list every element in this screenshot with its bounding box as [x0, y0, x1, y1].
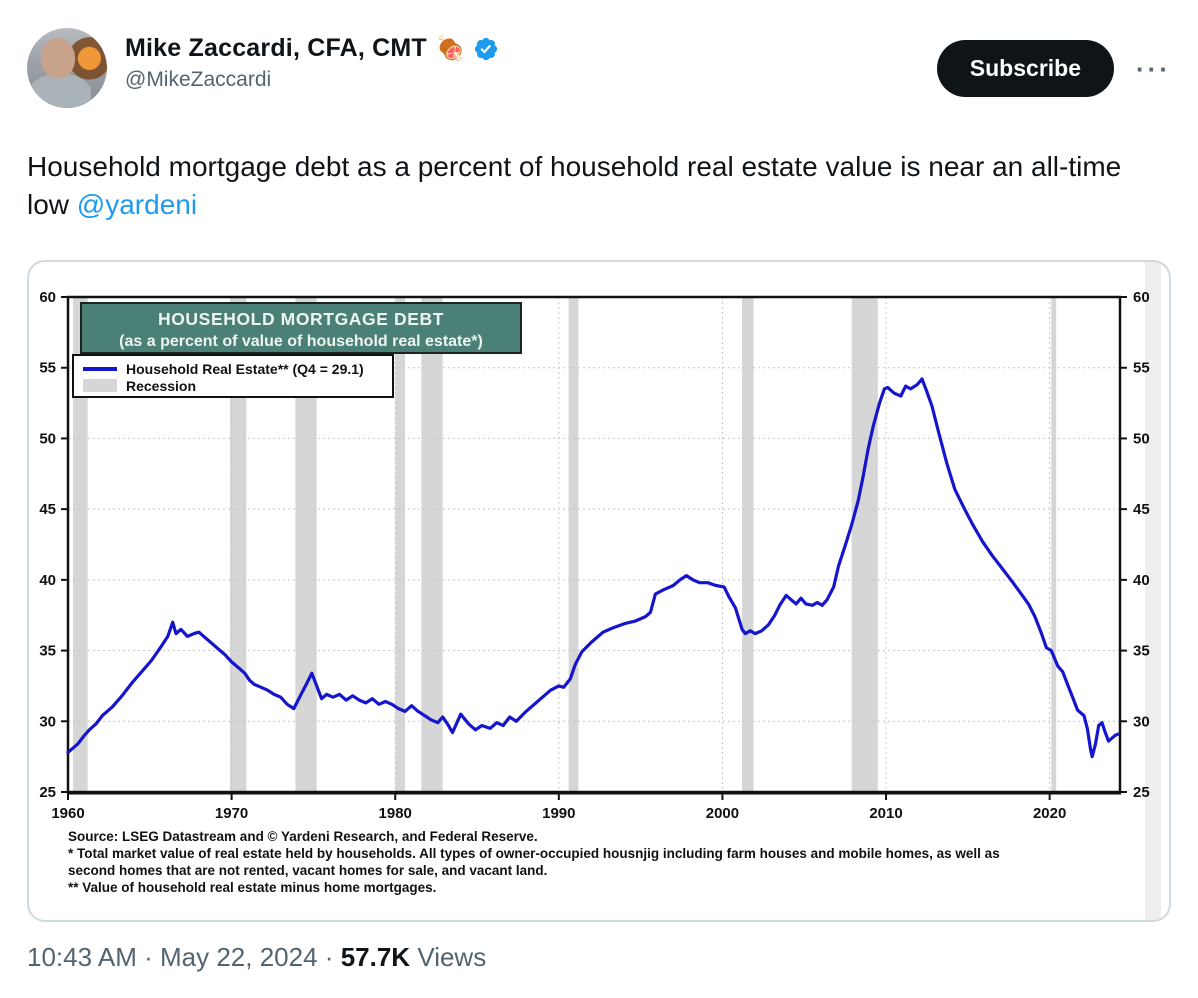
- y-axis-label-left: 25: [39, 784, 56, 801]
- tweet-header: Mike Zaccardi, CFA, CMT 🍖 @MikeZaccardi …: [27, 28, 1171, 108]
- y-axis-label-right: 55: [1133, 360, 1150, 377]
- x-axis-label: 1990: [542, 805, 575, 822]
- recession-band: [568, 297, 579, 792]
- x-axis-label: 1970: [215, 805, 248, 822]
- yardeni-mention-link[interactable]: @yardeni: [76, 189, 198, 220]
- legend-row-series: Household Real Estate** (Q4 = 29.1): [83, 360, 392, 377]
- tweet-text-body: Household mortgage debt as a percent of …: [27, 151, 1122, 220]
- x-axis-label: 1960: [51, 805, 84, 822]
- more-menu-icon[interactable]: ···: [1136, 53, 1171, 84]
- y-axis-label-right: 45: [1133, 501, 1150, 518]
- legend-recession-label: Recession: [126, 377, 197, 394]
- household-real-estate-line: [66, 377, 1121, 759]
- verified-badge-icon: [473, 36, 499, 62]
- legend-recession-swatch: [83, 379, 117, 392]
- y-axis-label-left: 30: [39, 713, 56, 730]
- chart-image-card[interactable]: 25 25 30 30 35 35 40 40 45 45 50 50 55 55 60 60 1960 1970…: [27, 260, 1171, 922]
- y-axis-label-right: 60: [1133, 289, 1150, 306]
- recession-band: [742, 297, 754, 792]
- mortgage-chart-svg: 25 25 30 30 35 35 40 40 45 45 50 50 55 55 60 60 1960 1970…: [39, 289, 1150, 822]
- chart-title: HOUSEHOLD MORTGAGE DEBT: [157, 309, 445, 329]
- legend-row-recession: Recession: [83, 377, 392, 394]
- x-axis-label: 2020: [1033, 805, 1066, 822]
- y-axis-label-left: 50: [39, 430, 56, 447]
- chart-source-block: Source: LSEG Datastream and © Yardeni Re…: [68, 828, 1148, 896]
- y-axis-label-left: 35: [39, 643, 56, 660]
- identity-block: Mike Zaccardi, CFA, CMT 🍖 @MikeZaccardi: [125, 28, 499, 92]
- y-axis-label-left: 45: [39, 501, 56, 518]
- footnote-line: second homes that are not rented, vacant…: [68, 863, 548, 878]
- post-time: 10:43 AM: [27, 942, 137, 972]
- y-axis-label-left: 60: [39, 289, 56, 306]
- views-label: Views: [417, 942, 487, 972]
- y-axis-label-left: 40: [39, 572, 56, 589]
- display-name: Mike Zaccardi, CFA, CMT: [125, 34, 427, 62]
- dot-separator: ·: [324, 942, 334, 972]
- legend-line-label: Household Real Estate** (Q4 = 29.1): [126, 360, 364, 377]
- header-actions: Subscribe ···: [936, 28, 1171, 97]
- avatar-face: [41, 38, 75, 78]
- avatar-torso: [29, 74, 91, 108]
- display-name-line[interactable]: Mike Zaccardi, CFA, CMT 🍖: [125, 34, 499, 63]
- recession-band: [229, 297, 247, 792]
- legend-line-swatch: [83, 366, 117, 371]
- tweet-footer: 10:43 AM · May 22, 2024 · 57.7K Views: [27, 942, 1171, 973]
- y-axis-label-right: 50: [1133, 430, 1150, 447]
- y-axis-label-right: 25: [1133, 784, 1150, 801]
- views-count: 57.7K: [340, 942, 411, 972]
- dot-separator: ·: [144, 942, 153, 972]
- chart-title-box: HOUSEHOLD MORTGAGE DEBT (as a percent of…: [80, 302, 522, 354]
- recession-band: [72, 297, 88, 792]
- recession-band: [395, 297, 406, 792]
- recession-band: [851, 297, 878, 792]
- chart-right-band: [1145, 262, 1161, 920]
- chart-subtitle: (as a percent of value of household real…: [119, 333, 483, 350]
- x-axis-label: 2000: [706, 805, 739, 822]
- y-axis-label-left: 55: [39, 360, 56, 377]
- y-axis-label-right: 40: [1133, 572, 1150, 589]
- y-axis-label-right: 35: [1133, 643, 1150, 660]
- x-axis-label: 2010: [869, 805, 902, 822]
- user-handle[interactable]: @MikeZaccardi: [125, 68, 272, 91]
- recession-band: [295, 297, 317, 792]
- chart-legend: Household Real Estate** (Q4 = 29.1) Rece…: [72, 354, 394, 398]
- tweet-text: Household mortgage debt as a percent of …: [27, 148, 1171, 224]
- meat-emoji: 🍖: [435, 35, 466, 62]
- source-line: Source: LSEG Datastream and © Yardeni Re…: [68, 829, 538, 844]
- recession-band: [1051, 297, 1057, 792]
- footnote-line: * Total market value of real estate held…: [68, 846, 1000, 861]
- x-axis-label: 1980: [379, 805, 412, 822]
- tweet: Mike Zaccardi, CFA, CMT 🍖 @MikeZaccardi …: [27, 28, 1171, 973]
- y-axis-label-right: 30: [1133, 713, 1150, 730]
- post-date: May 22, 2024: [160, 942, 318, 972]
- footnote-line: ** Value of household real estate minus …: [68, 880, 437, 895]
- avatar[interactable]: [27, 28, 107, 108]
- subscribe-button[interactable]: Subscribe: [936, 40, 1115, 97]
- recession-band: [421, 297, 443, 792]
